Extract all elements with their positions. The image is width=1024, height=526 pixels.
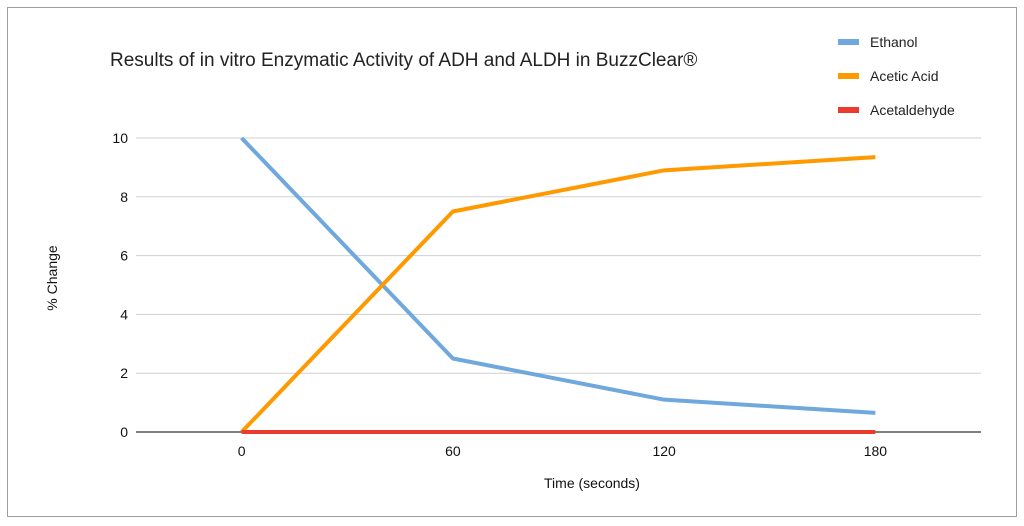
y-tick-labels: 0 2 4 6 8 10 [112, 130, 128, 440]
series-line-acetic-acid [240, 155, 876, 434]
legend-label-acetic-acid: Acetic Acid [870, 68, 938, 84]
chart-title: Results of in vitro Enzymatic Activity o… [110, 50, 697, 71]
legend-swatch-acetic-acid [838, 73, 859, 79]
series-line-ethanol [240, 136, 876, 415]
legend: Ethanol Acetic Acid Acetaldehyde [838, 34, 955, 118]
x-tick-labels: 0 60 120 180 [238, 443, 888, 459]
y-tick-label: 6 [120, 248, 128, 264]
series-lines [240, 136, 876, 434]
y-tick-label: 2 [120, 365, 128, 381]
y-tick-label: 8 [120, 189, 128, 205]
x-tick-label: 0 [238, 443, 246, 459]
y-tick-label: 0 [120, 424, 128, 440]
chart-border [7, 7, 1017, 517]
y-tick-label: 4 [120, 306, 128, 322]
legend-label-ethanol: Ethanol [870, 34, 917, 50]
x-tick-label: 120 [652, 443, 676, 459]
legend-label-acetaldehyde: Acetaldehyde [870, 102, 955, 118]
x-axis-label: Time (seconds) [544, 475, 640, 491]
x-tick-label: 180 [864, 443, 888, 459]
y-axis-label: % Change [44, 245, 60, 311]
legend-swatch-acetaldehyde [838, 107, 859, 113]
x-tick-label: 60 [445, 443, 461, 459]
legend-swatch-ethanol [838, 39, 859, 45]
y-tick-label: 10 [112, 130, 128, 146]
